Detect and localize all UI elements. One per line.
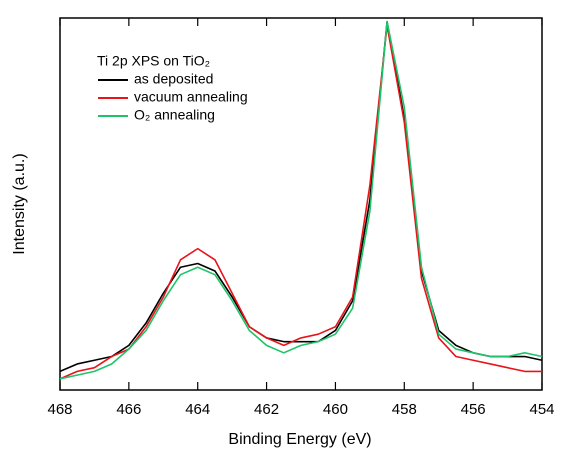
series-line bbox=[59, 20, 543, 380]
y-axis-label: Intensity (a.u.) bbox=[11, 153, 28, 254]
x-tick-label: 462 bbox=[254, 401, 279, 418]
series-line bbox=[59, 20, 543, 373]
x-tick-label: 468 bbox=[47, 401, 72, 418]
x-tick-label: 464 bbox=[185, 401, 210, 418]
legend-title: Ti 2p XPS on TiO₂ bbox=[97, 53, 210, 69]
x-axis-label: Binding Energy (eV) bbox=[228, 431, 371, 448]
x-tick-label: 454 bbox=[529, 401, 554, 418]
legend-label: as deposited bbox=[134, 71, 213, 87]
legend-label: O₂ annealing bbox=[134, 107, 215, 123]
x-tick-label: 460 bbox=[323, 401, 348, 418]
plot-frame bbox=[59, 17, 543, 391]
x-tick-label: 456 bbox=[461, 401, 486, 418]
series-line bbox=[59, 24, 542, 380]
legend-label: vacuum annealing bbox=[134, 89, 248, 105]
x-tick-label: 458 bbox=[392, 401, 417, 418]
x-tick-label: 466 bbox=[116, 401, 141, 418]
